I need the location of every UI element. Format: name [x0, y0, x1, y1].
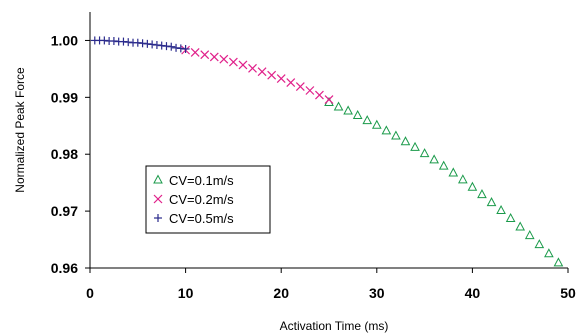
data-point — [352, 109, 363, 120]
data-point — [267, 70, 277, 80]
data-point — [438, 160, 449, 170]
data-point — [286, 78, 296, 87]
data-point — [295, 82, 305, 91]
data-point — [419, 148, 430, 158]
data-point — [228, 57, 238, 67]
y-tick-label: 0.97 — [51, 203, 78, 219]
data-point — [371, 119, 382, 129]
legend-marker — [154, 214, 162, 222]
data-point — [553, 257, 564, 267]
axis-ticks: 0 10 20 30 40 50 0.96 0.97 0.98 0.99 1.00 — [51, 32, 576, 301]
data-point — [333, 101, 344, 111]
data-point — [343, 105, 353, 115]
legend-marker — [153, 194, 163, 204]
data-point — [400, 136, 411, 146]
y-tick-label: 0.98 — [51, 146, 78, 162]
y-tick-label: 1.00 — [51, 32, 78, 48]
legend-label: CV=0.1m/s — [169, 173, 234, 188]
x-tick-label: 0 — [86, 285, 94, 301]
data-point — [238, 60, 248, 70]
data-point — [524, 230, 535, 240]
data-point — [276, 74, 286, 83]
data-point — [534, 239, 545, 249]
data-point — [181, 44, 190, 53]
data-point — [209, 52, 219, 62]
data-point — [200, 50, 210, 60]
data-point — [496, 204, 506, 215]
x-tick-label: 30 — [369, 285, 385, 301]
data-point — [362, 115, 373, 125]
data-point — [257, 67, 267, 77]
x-tick-label: 10 — [178, 285, 194, 301]
data-point — [381, 125, 392, 135]
legend-marker — [153, 174, 163, 184]
data-point — [505, 212, 516, 223]
data-point — [305, 86, 315, 95]
data-point — [391, 130, 401, 140]
legend-label: CV=0.2m/s — [169, 192, 234, 207]
legend-box — [145, 165, 271, 234]
x-tick-label: 40 — [465, 285, 481, 301]
axes — [89, 12, 568, 269]
data-point — [486, 197, 497, 207]
x-tick-label: 50 — [560, 285, 576, 301]
data-point — [219, 54, 229, 64]
data-points — [90, 36, 564, 267]
legend: CV=0.1m/s CV=0.2m/s CV=0.5m/s — [145, 165, 271, 234]
legend-label: CV=0.5m/s — [169, 211, 234, 226]
data-point — [324, 95, 334, 105]
data-point — [248, 63, 257, 73]
data-point — [410, 141, 420, 151]
data-point — [448, 167, 459, 177]
y-tick-label: 0.99 — [51, 89, 78, 105]
data-point — [458, 174, 468, 184]
data-point — [429, 154, 439, 164]
y-axis-title: Normalized Peak Force — [13, 67, 27, 193]
data-point — [477, 189, 487, 199]
data-point — [544, 248, 554, 258]
x-axis-title: Activation Time (ms) — [280, 319, 389, 333]
data-point — [515, 221, 526, 231]
data-point — [467, 181, 478, 191]
data-point — [190, 47, 200, 57]
y-tick-label: 0.96 — [51, 260, 78, 276]
data-point — [315, 90, 324, 100]
x-tick-label: 20 — [273, 285, 289, 301]
data-point — [167, 42, 176, 51]
